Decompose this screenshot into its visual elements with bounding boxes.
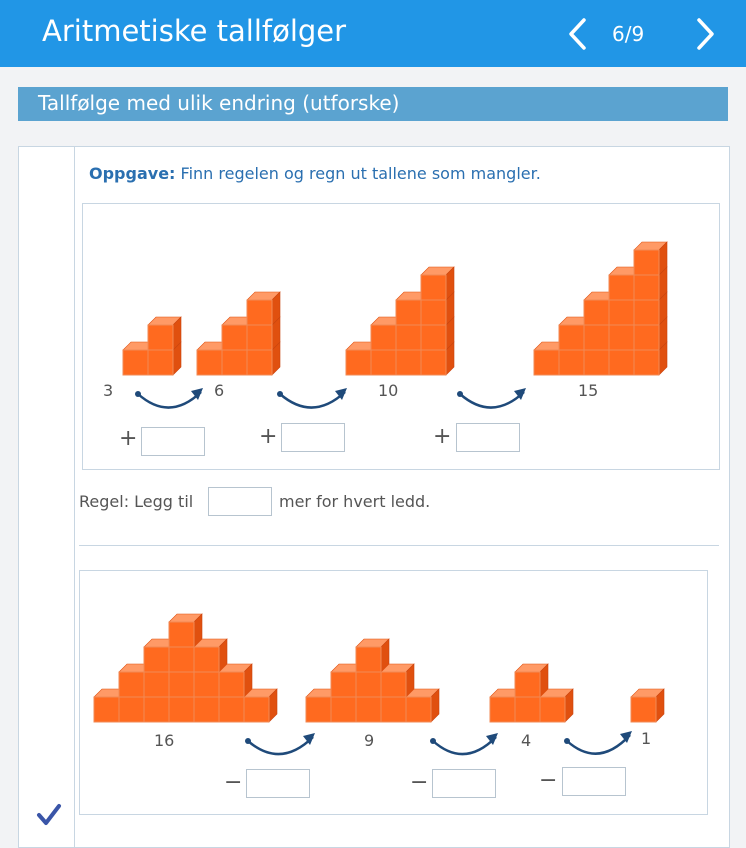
plus-sign-2: + — [259, 424, 278, 449]
plus-sign-1: + — [119, 426, 138, 451]
cube-pyramids-shrinking — [93, 613, 665, 756]
rule-suffix: mer for hvert ledd. — [279, 492, 431, 511]
term-3: 4 — [521, 731, 532, 750]
figure-shrinking-sequence: 16 9 4 1 − − − — [79, 570, 708, 815]
task-instruction: Oppgave: Finn regelen og regn ut tallene… — [89, 164, 541, 183]
section-title-bar: Tallfølge med ulik endring (utforske) — [18, 87, 728, 121]
task-label: Oppgave: — [89, 164, 176, 183]
plus-sign-3: + — [433, 424, 452, 449]
minus-sign-1: − — [224, 770, 243, 795]
rule-input[interactable] — [208, 487, 272, 516]
cube-staircases-growing — [122, 241, 668, 409]
difference-input-2[interactable] — [281, 423, 345, 452]
minus-sign-3: − — [539, 768, 558, 793]
difference-input-2[interactable] — [432, 769, 496, 798]
term-1: 3 — [103, 381, 114, 400]
section-title: Tallfølge med ulik endring (utforske) — [38, 91, 400, 115]
difference-input-1[interactable] — [246, 769, 310, 798]
difference-input-3[interactable] — [562, 767, 626, 796]
term-4: 1 — [641, 729, 652, 748]
rule-prefix: Regel: Legg til — [79, 492, 194, 511]
minus-sign-2: − — [410, 770, 429, 795]
figure-growing-sequence: 3 6 10 15 + + + — [82, 203, 720, 470]
status-gutter — [19, 147, 75, 847]
chevron-left-icon[interactable] — [563, 16, 593, 52]
chevron-right-icon[interactable] — [690, 16, 720, 52]
difference-input-3[interactable] — [456, 423, 520, 452]
term-3: 10 — [378, 381, 399, 400]
term-2: 9 — [364, 731, 375, 750]
task-text: Finn regelen og regn ut tallene som mang… — [180, 164, 541, 183]
page-title: Aritmetiske tallfølger — [42, 14, 347, 48]
term-2: 6 — [214, 381, 225, 400]
divider — [79, 545, 719, 546]
difference-input-1[interactable] — [141, 427, 205, 456]
page-indicator: 6/9 — [612, 22, 645, 46]
exercise-panel: Oppgave: Finn regelen og regn ut tallene… — [18, 146, 730, 848]
check-icon — [37, 804, 61, 825]
term-4: 15 — [578, 381, 599, 400]
app-header: Aritmetiske tallfølger 6/9 — [0, 0, 746, 67]
term-1: 16 — [154, 731, 175, 750]
